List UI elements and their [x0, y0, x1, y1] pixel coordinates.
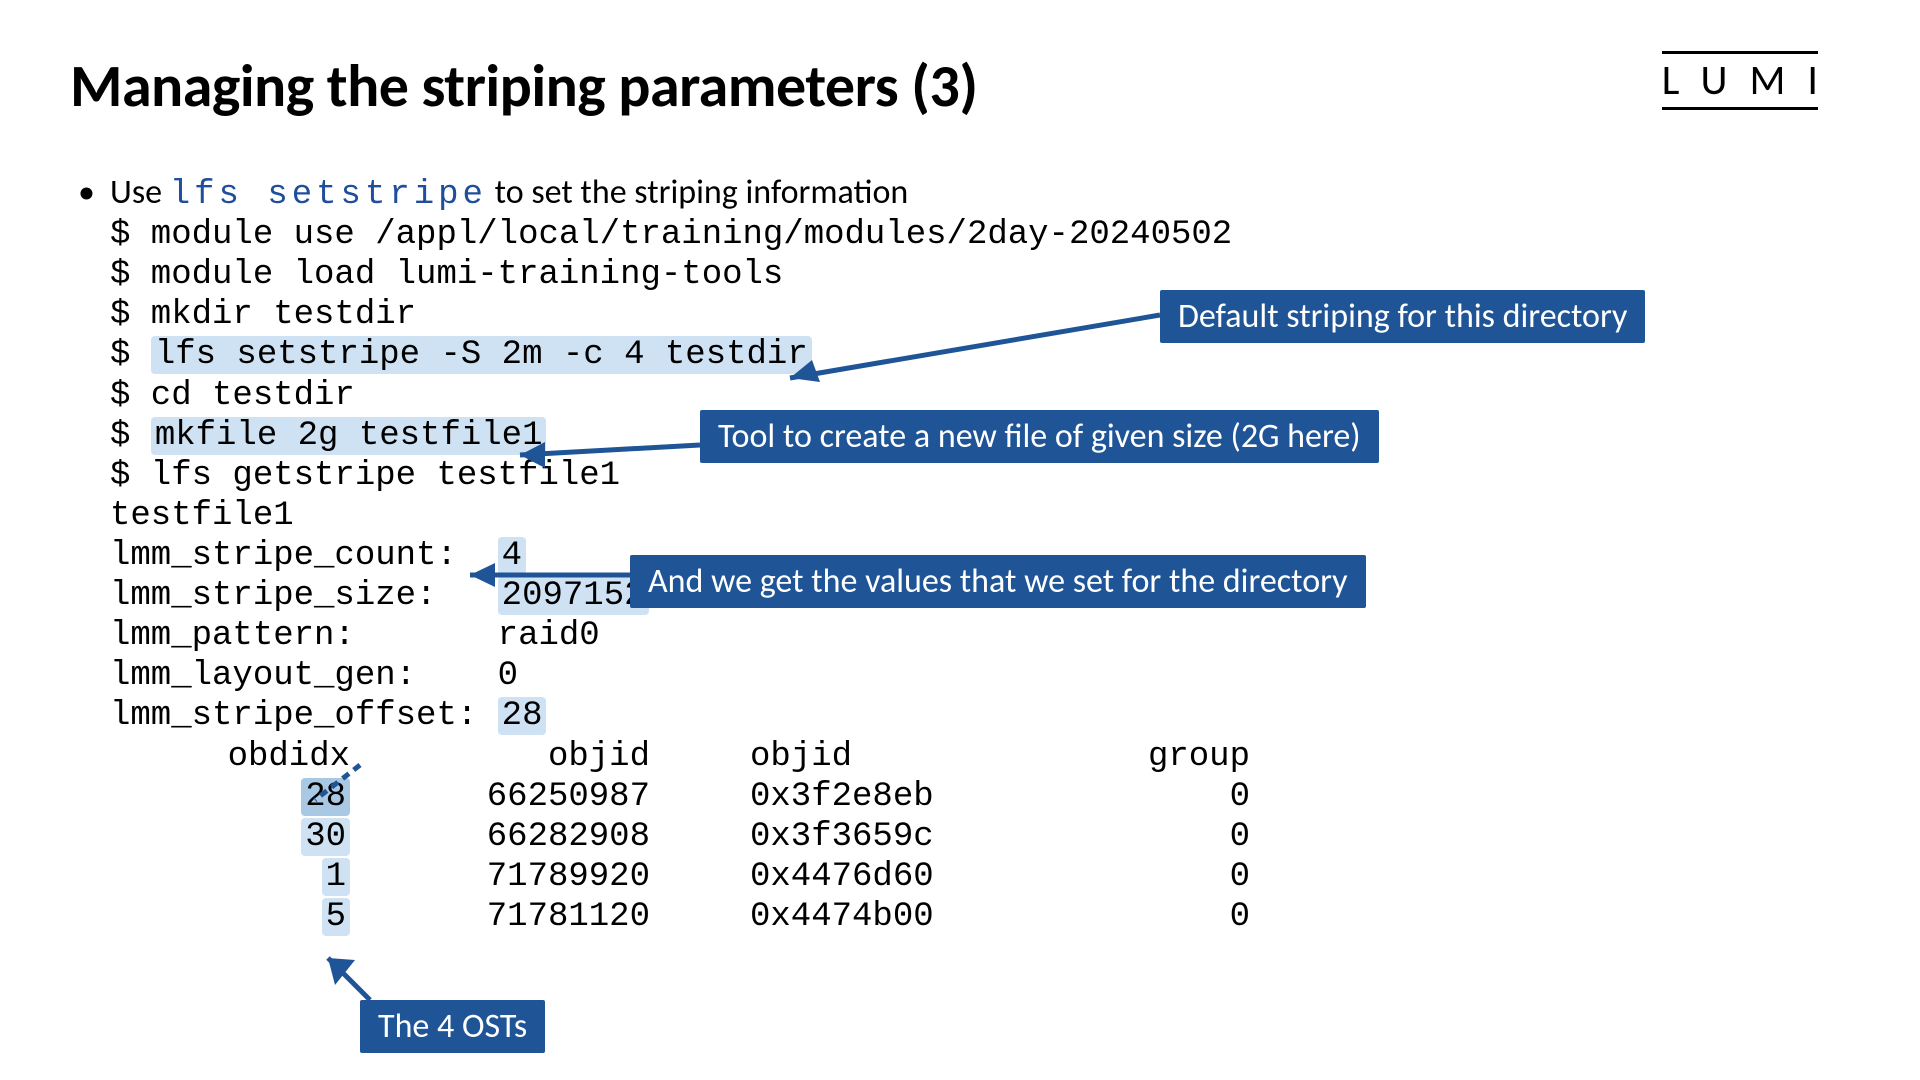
r3-obdidx: 1: [322, 858, 350, 896]
r3-group: 0: [950, 857, 1250, 897]
term-l12: lmm_layout_gen: 0: [110, 657, 518, 695]
page-title: Managing the striping parameters (3): [70, 50, 1850, 123]
term-l13a: lmm_stripe_offset:: [110, 697, 498, 735]
r4-objid1: 71781120: [350, 897, 650, 937]
term-l4p: $: [110, 336, 151, 374]
term-l1: $ module use /appl/local/training/module…: [110, 216, 1232, 254]
bullet-text: Use lfs setstripe to set the striping in…: [110, 173, 908, 215]
term-l6p: $: [110, 417, 151, 455]
arrow-2: [490, 430, 700, 470]
r1-group: 0: [950, 777, 1250, 817]
hdr-group: group: [950, 737, 1250, 777]
term-l3: $ mkdir testdir: [110, 296, 416, 334]
r2-group: 0: [950, 817, 1250, 857]
callout-mkfile: Tool to create a new file of given size …: [700, 410, 1379, 463]
bullet-dot: •: [70, 173, 110, 215]
r4-obdidx: 5: [322, 898, 350, 936]
term-l11: lmm_pattern: raid0: [110, 617, 600, 655]
term-l5: $ cd testdir: [110, 377, 355, 415]
r2-objid1: 66282908: [350, 817, 650, 857]
term-l4-highlight: lfs setstripe -S 2m -c 4 testdir: [151, 336, 812, 374]
arrow-3: [440, 560, 630, 590]
r2-obdidx: 30: [301, 818, 350, 856]
r4-objid2: 0x4474b00: [650, 897, 950, 937]
callout-default-striping: Default striping for this directory: [1160, 290, 1645, 343]
term-l2: $ module load lumi-training-tools: [110, 256, 783, 294]
connector-dash: [300, 760, 380, 810]
callout-values: And we get the values that we set for th…: [630, 555, 1366, 608]
term-l13-highlight: 28: [498, 697, 547, 735]
term-l6-highlight: mkfile 2g testfile1: [151, 417, 547, 455]
logo-bottom-line: [1662, 107, 1818, 110]
bullet-item: • Use lfs setstripe to set the striping …: [70, 173, 1850, 215]
logo: LUMI: [1662, 55, 1840, 106]
hdr-objid2: objid: [650, 737, 950, 777]
r3-objid1: 71789920: [350, 857, 650, 897]
slide: LUMI Managing the striping parameters (3…: [0, 0, 1920, 1080]
arrow-4: [310, 940, 390, 1010]
arrow-1: [760, 290, 1160, 390]
bullet-cmd: lfs setstripe: [170, 176, 487, 214]
r2-objid2: 0x3f3659c: [650, 817, 950, 857]
bullet-suffix: to set the striping information: [487, 172, 908, 213]
logo-top-line: [1662, 51, 1818, 54]
term-l8: testfile1: [110, 497, 294, 535]
bullet-prefix: Use: [110, 172, 170, 213]
r4-group: 0: [950, 897, 1250, 937]
hdr-objid1: objid: [350, 737, 650, 777]
r3-objid2: 0x4476d60: [650, 857, 950, 897]
r1-objid2: 0x3f2e8eb: [650, 777, 950, 817]
r1-objid1: 66250987: [350, 777, 650, 817]
logo-text: LUMI: [1662, 55, 1840, 106]
